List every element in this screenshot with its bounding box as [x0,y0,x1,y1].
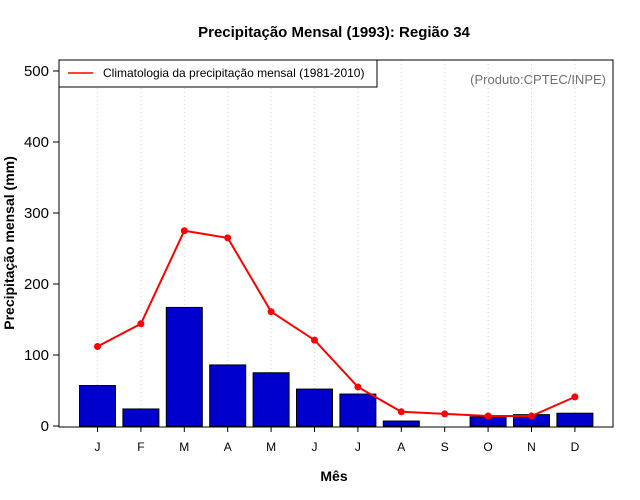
climatology-point-6 [354,383,362,391]
legend-entry-climatology: Climatologia da precipitação mensal (198… [103,66,364,80]
x-tick-label: O [483,440,492,454]
climatology-point-3 [224,234,232,242]
bar-4 [252,372,290,427]
x-tick-label: F [137,440,144,454]
climatology-line [97,229,576,418]
x-tick-label: A [397,440,405,454]
chart-title: Precipitação Mensal (1993): Região 34 [198,24,470,41]
y-tick-label: 300 [24,205,49,222]
x-tick-label: M [179,440,189,454]
y-axis-title: Precipitação mensal (mm) [1,156,17,330]
x-tick-label: J [355,440,361,454]
x-tick-label: A [224,440,232,454]
climatology-point-5 [311,336,318,344]
bar-5 [296,388,333,427]
climatology-point-10 [528,412,535,420]
climatology-point-7 [397,408,405,416]
plot-frame [58,59,614,428]
climatology-point-1 [137,320,145,328]
climatology-series [94,227,579,420]
x-tick-label: N [527,440,536,454]
climatology-point-2 [180,227,188,235]
y-tick-label: 100 [24,347,49,364]
x-tick-label: D [571,440,580,454]
x-tick-label: S [441,440,449,454]
y-tick-label: 500 [24,63,49,80]
climatology-point-4 [267,308,275,316]
x-tick-label: M [266,440,276,454]
bar-1 [122,408,160,427]
climatology-point-11 [571,393,579,401]
climatology-point-9 [484,412,492,420]
bar-11 [556,412,594,427]
climatology-point-0 [94,342,101,350]
bar-0 [79,385,116,427]
y-tick-label: 200 [24,276,49,293]
product-credit: (Produto:CPTEC/INPE) [470,72,606,87]
y-tick-label: 0 [41,418,49,435]
x-tick-label: J [312,440,318,454]
x-tick-label: J [95,440,101,454]
bar-6 [339,393,377,427]
legend: Climatologia da precipitação mensal (198… [58,59,378,88]
x-axis-title: Mês [320,468,347,484]
climatology-point-8 [441,410,449,418]
bar-series [79,306,594,427]
bar-7 [382,420,420,427]
bar-3 [209,364,247,427]
legend-box [58,59,378,88]
y-tick-label: 400 [24,134,49,151]
bar-2 [165,306,203,427]
y-axis: 0 100 200 300 400 500 [24,63,59,435]
